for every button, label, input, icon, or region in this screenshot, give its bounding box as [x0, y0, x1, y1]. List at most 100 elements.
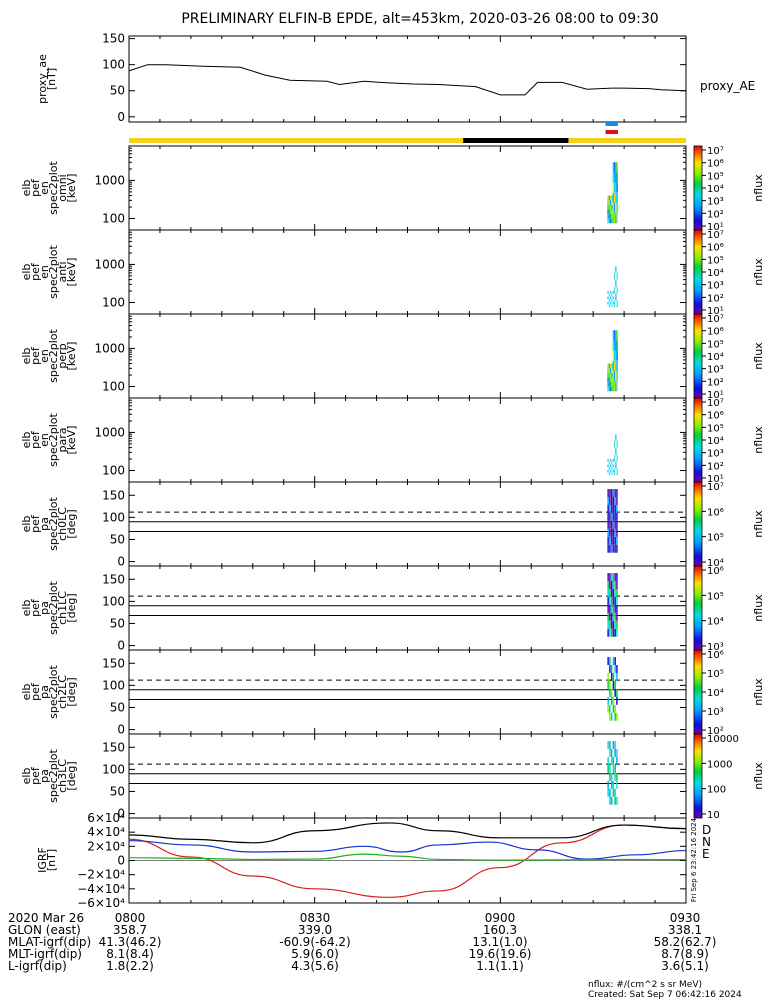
colorbar-tick-label: 10⁶ — [707, 327, 724, 338]
colorbar-tick-label: 10⁷ — [707, 146, 724, 157]
pa_ch2-ylabel: ch2LC — [56, 675, 69, 709]
pa_ch1-spectrogram-cell — [607, 604, 609, 613]
en_perp-spectrogram-cell — [608, 386, 610, 392]
pa_ch1-spectrogram-cell — [616, 620, 618, 629]
en_para-colorbar — [693, 397, 703, 483]
en_omni-spectrogram-cell — [615, 162, 617, 173]
en_perp-spectrogram-cell — [616, 381, 618, 392]
colorbar-tick-label: 10⁶ — [707, 566, 724, 577]
en_para-spectrogram-cell — [610, 464, 612, 468]
en_omni-spectrogram-cell — [616, 213, 618, 224]
pa_ch1-spectrogram-cell — [616, 612, 618, 621]
pa_ch0-frame — [128, 481, 687, 567]
footer-value: 339.0 — [298, 923, 332, 937]
pa_ch3-spectrogram-cell — [607, 756, 609, 765]
pa_ch1-spectrogram-cell — [607, 588, 609, 597]
en_omni-spectrogram-cell — [611, 200, 613, 205]
en_anti-ylabel: anti — [56, 261, 69, 282]
en_perp-spectrogram-cell — [615, 360, 617, 371]
pa_ch2-spectrogram-cell — [616, 688, 618, 697]
en_para-spectrogram-cell — [611, 467, 613, 470]
pa_ch0-spectrogram-cell — [614, 528, 616, 537]
pa_ch2-spectrogram-cell — [616, 665, 618, 673]
en_omni-spectrogram-cell — [611, 204, 613, 210]
en_perp-spectrogram-cell — [616, 350, 618, 361]
en_anti-ylabel: en — [38, 265, 51, 279]
proxy-ae-ytick-label: 150 — [102, 32, 125, 46]
pa_ch2-spectrogram-cell — [609, 688, 611, 697]
en_perp-spectrogram-cell — [610, 377, 612, 383]
en_para-spectrogram-cell — [607, 469, 609, 473]
en_perp-ytick-label: 1000 — [94, 341, 125, 355]
colorbar-tick-label: 10⁴ — [707, 268, 724, 279]
en_omni-spectrogram-cell — [608, 209, 610, 215]
colorbar-tick-label: 10⁶ — [707, 243, 724, 254]
pa_ch1-spectrogram-cell — [609, 596, 611, 605]
en_omni-spectrogram-cell — [615, 213, 617, 224]
en_omni-spectrogram-cell — [607, 214, 609, 219]
pa_ch2-spectrogram-cell — [612, 704, 615, 713]
en_omni-spectrogram-cell — [607, 218, 609, 224]
pa_ch1-ylabel: [deg] — [65, 593, 78, 622]
pa_ch2-ytick-label: 150 — [102, 656, 125, 670]
pa_ch1-spectrogram-cell — [610, 596, 613, 605]
colorbar-tick-label: 10⁵ — [707, 669, 724, 680]
colorbar-tick-label: 10³ — [707, 642, 724, 653]
pa_ch1-spectrogram-cell — [614, 573, 616, 582]
pa_ch0-spectrogram-cell — [616, 544, 618, 553]
en_anti-spectrogram-cell — [616, 300, 618, 308]
pa_ch1-spectrogram-cell — [612, 612, 615, 621]
pa_ch2-colorbar — [693, 649, 703, 735]
pa_ch1-ytick-label: 100 — [102, 594, 125, 608]
pa_ch0-ylabel: spec2plot — [47, 497, 60, 551]
pa_ch2-spectrogram-cell — [612, 672, 615, 681]
pa_ch3-spectrogram-cell — [609, 749, 611, 757]
pa_ch0-ylabel: pa — [38, 517, 51, 531]
pa_ch0-spectrogram-cell — [614, 536, 616, 545]
pa_ch1-spectrogram-cell — [609, 604, 611, 613]
colorbar-tick-label: 10³ — [707, 449, 724, 460]
pa_ch2-spectrogram-cell — [612, 657, 615, 666]
pa_ch3-ylabel: pa — [38, 769, 51, 783]
en_perp-spectrogram-cell — [615, 340, 617, 351]
pa_ch1-ylabel: ch1LC — [56, 591, 69, 625]
pa_ch0-spectrogram-cell — [616, 504, 618, 513]
pa_ch2-ylabel: pef — [29, 682, 42, 701]
pa_ch2-spectrogram-cell — [610, 672, 613, 681]
en_perp-spectrogram-cell — [612, 360, 614, 371]
pa_ch0-spectrogram-cell — [612, 528, 615, 537]
colorbar-unit-label: nflux — [752, 762, 765, 790]
pa_ch0-spectrogram-cell — [616, 528, 618, 537]
en_para-ylabel: en — [38, 433, 51, 447]
en_para-spectrogram-cell — [616, 454, 618, 462]
colorbar-tick-label: 10² — [707, 209, 724, 220]
pa_ch2-spectrogram-cell — [614, 657, 616, 666]
en_omni-frame — [128, 145, 687, 231]
en_para-ylabel: pef — [29, 430, 42, 449]
pa_ch3-ylabel: pef — [29, 766, 42, 785]
footer-value: 358.7 — [113, 923, 147, 937]
pa_ch1-spectrogram-cell — [612, 573, 615, 582]
proxy-ae-ytick-label: 100 — [102, 58, 125, 72]
en_perp-ylabel: spec2plot — [47, 329, 60, 383]
en_anti-ytick-label: 1000 — [94, 257, 125, 271]
pa_ch3-spectrogram-cell — [609, 741, 611, 750]
pa_ch2-spectrogram-cell — [607, 680, 609, 689]
en_omni-spectrogram-cell — [610, 200, 612, 205]
colorbar-tick-label: 10² — [707, 726, 724, 737]
en_omni-spectrogram-cell — [607, 195, 609, 201]
en_anti-spectrogram-cell — [612, 301, 614, 305]
footer-value: 13.1(1.0) — [472, 935, 527, 949]
igrf-ytick-label: −6×10⁴ — [77, 896, 125, 910]
en_omni-ylabel: pef — [29, 178, 42, 197]
footer-value: 0930 — [670, 911, 701, 925]
en_perp-spectrogram-cell — [615, 370, 617, 382]
en_omni-spectrogram-cell — [612, 213, 614, 224]
pa_ch1-spectrogram-cell — [614, 604, 616, 613]
en_anti-ylabel: elb — [20, 264, 33, 281]
pa_ch3-ytick-label: 0 — [117, 807, 125, 821]
pa_ch1-ytick-label: 0 — [117, 639, 125, 653]
pa_ch3-spectrogram-cell — [609, 764, 611, 773]
pa_ch0-spectrogram-cell — [610, 504, 613, 513]
en_omni-spectrogram-cell — [615, 182, 617, 193]
